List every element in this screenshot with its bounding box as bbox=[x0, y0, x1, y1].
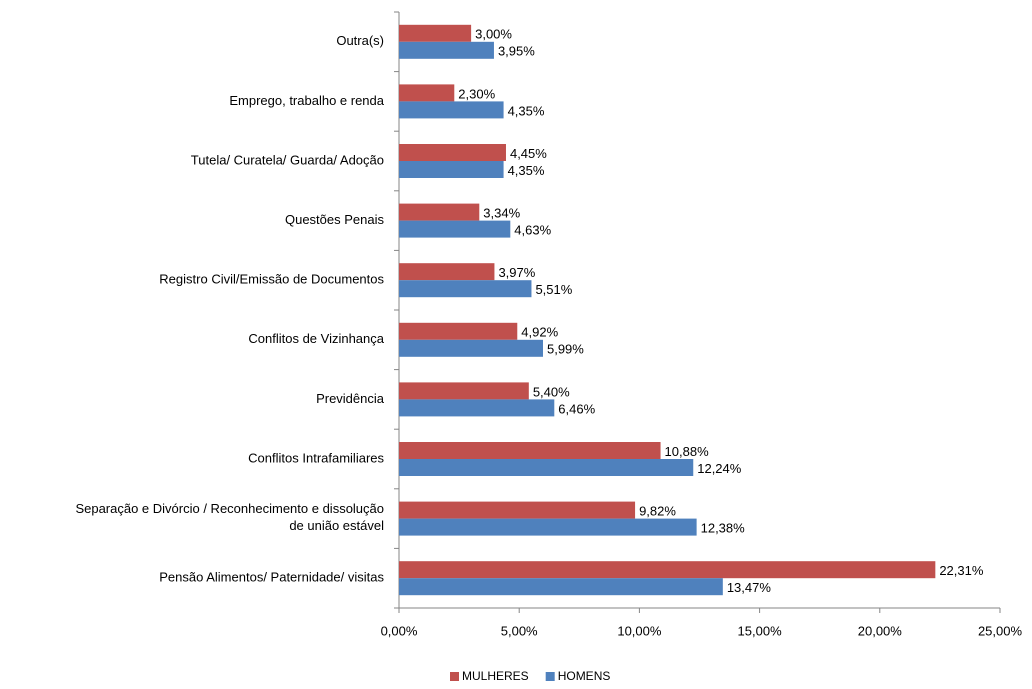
bar bbox=[399, 442, 661, 459]
value-label: 4,35% bbox=[508, 163, 545, 178]
value-label: 5,40% bbox=[533, 384, 570, 399]
bar bbox=[399, 399, 555, 417]
bar bbox=[399, 220, 511, 238]
value-label: 3,95% bbox=[498, 44, 535, 59]
value-label: 5,51% bbox=[535, 282, 572, 297]
legend-swatch bbox=[450, 672, 459, 681]
bar bbox=[399, 101, 504, 119]
y-tick-label: Pensão Alimentos/ Paternidade/ visitas bbox=[159, 570, 384, 585]
value-label: 13,47% bbox=[727, 580, 772, 595]
bar bbox=[399, 339, 543, 357]
bar bbox=[399, 263, 495, 281]
value-label: 3,34% bbox=[483, 206, 520, 221]
y-tick-label: Conflitos de Vizinhança bbox=[248, 331, 384, 346]
legend-label: HOMENS bbox=[558, 669, 611, 683]
value-label: 12,38% bbox=[701, 521, 746, 536]
value-label: 6,46% bbox=[558, 401, 595, 416]
value-label: 3,00% bbox=[475, 27, 512, 42]
x-tick-label: 0,00% bbox=[381, 623, 418, 638]
bar bbox=[399, 41, 494, 59]
bar bbox=[399, 561, 936, 579]
bar bbox=[399, 161, 504, 178]
x-tick-label: 5,00% bbox=[501, 623, 538, 638]
legend-swatch bbox=[545, 672, 555, 681]
bar bbox=[399, 382, 529, 400]
value-label: 2,30% bbox=[458, 86, 495, 101]
x-tick-label: 20,00% bbox=[858, 623, 903, 638]
value-label: 22,31% bbox=[939, 563, 984, 578]
value-label: 9,82% bbox=[639, 504, 676, 519]
bar bbox=[399, 203, 480, 221]
bar bbox=[399, 84, 455, 102]
bar bbox=[399, 24, 472, 42]
bar bbox=[399, 144, 506, 161]
y-tick-label: Registro Civil/Emissão de Documentos bbox=[159, 272, 384, 287]
value-label: 4,45% bbox=[510, 146, 547, 161]
x-tick-label: 10,00% bbox=[617, 623, 662, 638]
y-tick-label: Emprego, trabalho e renda bbox=[229, 93, 384, 108]
bar bbox=[399, 578, 723, 596]
y-tick-label: Separação e Divórcio / Reconhecimento e … bbox=[75, 502, 384, 534]
bar bbox=[399, 501, 636, 519]
value-label: 4,63% bbox=[514, 223, 551, 238]
value-label: 3,97% bbox=[498, 265, 535, 280]
value-label: 10,88% bbox=[665, 444, 710, 459]
y-tick-label: Conflitos Intrafamiliares bbox=[248, 450, 384, 465]
value-label: 4,35% bbox=[508, 103, 545, 118]
bar bbox=[399, 518, 697, 536]
bar bbox=[399, 322, 518, 340]
y-tick-label: Outra(s) bbox=[336, 33, 384, 48]
value-label: 5,99% bbox=[547, 342, 584, 357]
y-tick-label: Questões Penais bbox=[285, 212, 385, 227]
x-tick-label: 25,00% bbox=[978, 623, 1023, 638]
legend-label: MULHERES bbox=[462, 669, 529, 683]
value-label: 4,92% bbox=[521, 325, 558, 340]
y-tick-label: Previdência bbox=[316, 391, 385, 406]
bar bbox=[399, 280, 532, 298]
value-label: 12,24% bbox=[697, 461, 742, 476]
x-tick-label: 15,00% bbox=[738, 623, 783, 638]
y-tick-label: Tutela/ Curatela/ Guarda/ Adoção bbox=[191, 152, 384, 167]
bar bbox=[399, 459, 694, 476]
